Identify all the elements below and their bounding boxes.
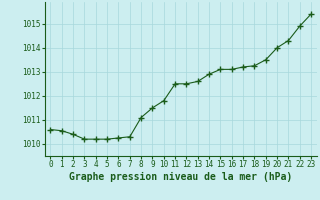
X-axis label: Graphe pression niveau de la mer (hPa): Graphe pression niveau de la mer (hPa) [69,172,292,182]
